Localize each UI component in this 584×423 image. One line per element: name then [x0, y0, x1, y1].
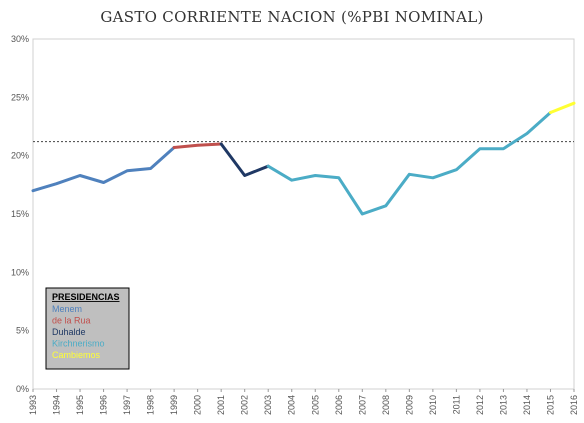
- x-tick-label: 1993: [28, 395, 38, 415]
- x-tick-label: 2011: [451, 395, 461, 414]
- legend-item: Cambiemos: [52, 350, 101, 360]
- legend-item: Menem: [52, 304, 82, 314]
- x-tick-label: 2012: [475, 395, 485, 415]
- legend-item: Kirchnerismo: [52, 339, 105, 349]
- y-tick-label: 25%: [11, 92, 29, 102]
- x-tick-label: 1997: [122, 395, 132, 415]
- x-tick-label: 2013: [498, 395, 508, 415]
- x-tick-label: 2004: [287, 395, 297, 415]
- x-tick-label: 2016: [569, 395, 579, 415]
- x-tick-label: 1995: [75, 395, 85, 415]
- x-tick-label: 2009: [404, 395, 414, 415]
- legend-item: Duhalde: [52, 327, 86, 337]
- y-axis: 0% 5% 10% 15% 20% 25% 30%: [11, 34, 29, 394]
- y-tick-label: 0%: [16, 384, 29, 394]
- x-tick-label: 2000: [193, 395, 203, 415]
- series-line: [172, 142, 223, 149]
- y-tick-label: 5%: [16, 326, 29, 336]
- x-tick-label: 2008: [381, 395, 391, 415]
- legend-item: de la Rua: [52, 316, 91, 326]
- x-tick-label: 2014: [522, 395, 532, 415]
- y-tick-label: 10%: [11, 267, 29, 277]
- x-tick-label: 2002: [240, 395, 250, 415]
- x-tick-label: 1999: [169, 395, 179, 415]
- series-lines: [31, 101, 576, 216]
- x-tick-label: 2006: [334, 395, 344, 415]
- x-tick-label: 2007: [357, 395, 367, 415]
- series-line: [266, 111, 552, 216]
- x-tick-label: 2015: [545, 395, 555, 415]
- chart-title: GASTO CORRIENTE NACION (%PBI NOMINAL): [100, 8, 483, 26]
- x-tick-label: 1996: [99, 395, 109, 415]
- x-tick-label: 1994: [52, 395, 62, 415]
- series-line: [31, 146, 176, 193]
- y-tick-label: 15%: [11, 209, 29, 219]
- y-tick-label: 20%: [11, 151, 29, 161]
- y-tick-label: 30%: [11, 34, 29, 44]
- x-tick-label: 2003: [263, 395, 273, 415]
- legend-title: PRESIDENCIAS: [52, 292, 120, 302]
- x-tick-label: 2001: [216, 395, 226, 415]
- x-tick-label: 2010: [428, 395, 438, 415]
- x-axis: 1993 1994 1995 1996 1997 1998 1999 2000 2001 2002…: [28, 389, 579, 415]
- series-line: [549, 101, 576, 114]
- legend-box: [45, 287, 130, 370]
- series-line: [219, 142, 270, 177]
- x-tick-label: 2005: [310, 395, 320, 415]
- x-tick-label: 1998: [146, 395, 156, 415]
